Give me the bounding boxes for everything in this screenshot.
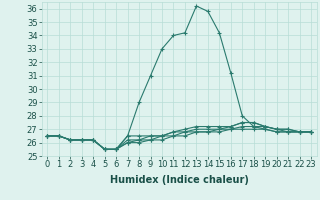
X-axis label: Humidex (Indice chaleur): Humidex (Indice chaleur) <box>110 175 249 185</box>
